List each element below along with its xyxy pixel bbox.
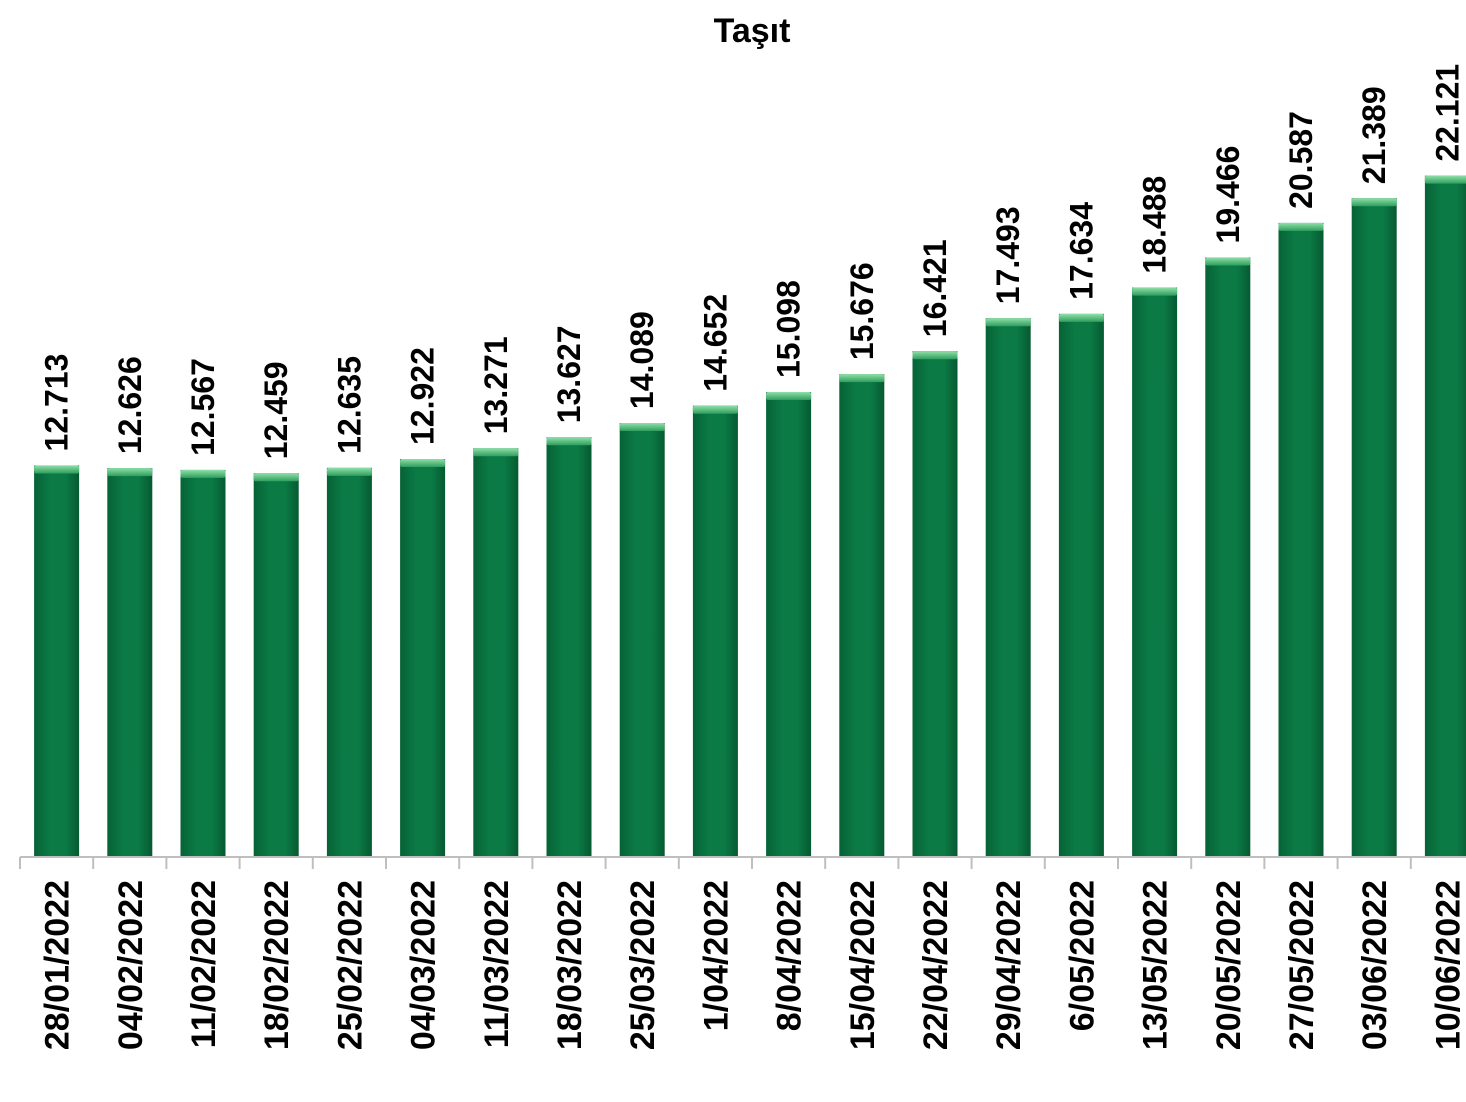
- data-label-16: 18.488: [1137, 176, 1173, 274]
- data-label-20: 22.121: [1429, 64, 1465, 162]
- x-axis: [19, 856, 1466, 869]
- data-label-6: 12.922: [405, 347, 441, 445]
- data-label-17: 19.466: [1210, 146, 1246, 244]
- data-label-5: 12.635: [331, 356, 367, 454]
- x-tick-label-18: 27/05/2022: [1283, 880, 1321, 1050]
- data-label-2: 12.626: [112, 356, 148, 454]
- x-tick-label-9: 25/03/2022: [624, 880, 662, 1050]
- bar-9: [619, 423, 665, 857]
- x-tick-label-10: 1/04/2022: [697, 880, 735, 1031]
- bar-cap-4: [253, 473, 299, 482]
- bar-10: [692, 405, 738, 857]
- bar-cap-14: [985, 318, 1031, 327]
- bar-19: [1351, 198, 1397, 857]
- x-tick-label-12: 15/04/2022: [844, 880, 882, 1050]
- bar-20: [1424, 175, 1466, 857]
- bar-cap-5: [326, 467, 372, 476]
- data-label-19: 21.389: [1356, 86, 1392, 184]
- data-label-1: 12.713: [39, 354, 75, 452]
- bar-cap-18: [1278, 222, 1324, 231]
- x-tick-label-20: 10/06/2022: [1429, 880, 1466, 1050]
- x-tick-label-8: 18/03/2022: [551, 880, 589, 1050]
- bars-layer: [34, 175, 1466, 858]
- bar-17: [1205, 257, 1251, 857]
- bar-cap-10: [692, 405, 738, 414]
- data-labels-layer: 12.713 12.626 12.567 12.459 12.635 12.922 13.2…: [39, 64, 1466, 459]
- bar-12: [839, 374, 885, 857]
- bar-cap-20: [1424, 175, 1466, 184]
- bar-cap-19: [1351, 198, 1397, 207]
- data-label-4: 12.459: [258, 361, 294, 459]
- bar-18: [1278, 222, 1324, 857]
- bar-16: [1132, 287, 1178, 858]
- bar-cap-13: [912, 351, 958, 360]
- data-label-3: 12.567: [185, 358, 221, 456]
- bar-8: [546, 437, 592, 857]
- bar-cap-12: [839, 374, 885, 383]
- x-tick-label-5: 25/02/2022: [331, 880, 369, 1050]
- data-label-13: 16.421: [917, 239, 953, 337]
- bar-cap-17: [1205, 257, 1251, 266]
- bar-7: [473, 448, 519, 857]
- bar-4: [253, 473, 299, 857]
- data-label-8: 13.627: [551, 325, 587, 423]
- bar-cap-7: [473, 448, 519, 457]
- bar-5: [326, 467, 372, 857]
- data-label-12: 15.676: [844, 262, 880, 360]
- x-tick-label-13: 22/04/2022: [917, 880, 955, 1050]
- bar-13: [912, 351, 958, 857]
- bar-cap-9: [619, 423, 665, 432]
- data-label-10: 14.652: [697, 294, 733, 392]
- bar-11: [766, 391, 812, 857]
- x-tick-label-6: 04/03/2022: [405, 880, 443, 1050]
- bar-cap-6: [400, 459, 446, 468]
- bar-1: [34, 465, 80, 857]
- bar-6: [400, 459, 446, 857]
- data-label-11: 15.098: [771, 280, 807, 378]
- data-label-14: 17.493: [990, 206, 1026, 304]
- bar-cap-11: [766, 391, 812, 400]
- bar-cap-8: [546, 437, 592, 446]
- x-tick-label-16: 13/05/2022: [1137, 880, 1175, 1050]
- bar-15: [1058, 313, 1104, 857]
- x-tick-label-17: 20/05/2022: [1210, 880, 1248, 1050]
- x-tick-label-19: 03/06/2022: [1356, 880, 1394, 1050]
- bar-cap-2: [107, 468, 153, 477]
- bar-cap-15: [1058, 313, 1104, 322]
- bar-2: [107, 468, 153, 857]
- chart-title: Taşıt: [714, 12, 791, 50]
- x-tick-label-11: 8/04/2022: [771, 880, 809, 1031]
- x-tick-label-2: 04/02/2022: [112, 880, 150, 1050]
- bar-cap-16: [1132, 287, 1178, 296]
- x-tick-label-1: 28/01/2022: [39, 880, 77, 1050]
- x-tick-label-3: 11/02/2022: [185, 880, 223, 1048]
- data-label-18: 20.587: [1283, 111, 1319, 209]
- x-tick-label-15: 6/05/2022: [1063, 880, 1101, 1031]
- x-tick-label-14: 29/04/2022: [990, 880, 1028, 1050]
- x-tick-label-4: 18/02/2022: [258, 880, 296, 1050]
- data-label-7: 13.271: [478, 336, 514, 434]
- tick-labels-layer: 28/01/2022 04/02/2022 11/02/2022 18/02/2022…: [39, 880, 1466, 1050]
- bar-14: [985, 318, 1031, 858]
- bar-cap-3: [180, 469, 226, 478]
- data-label-9: 14.089: [624, 311, 660, 409]
- data-label-15: 17.634: [1063, 202, 1099, 300]
- x-tick-label-7: 11/03/2022: [478, 880, 516, 1048]
- bar-3: [180, 469, 226, 857]
- bar-cap-1: [34, 465, 80, 474]
